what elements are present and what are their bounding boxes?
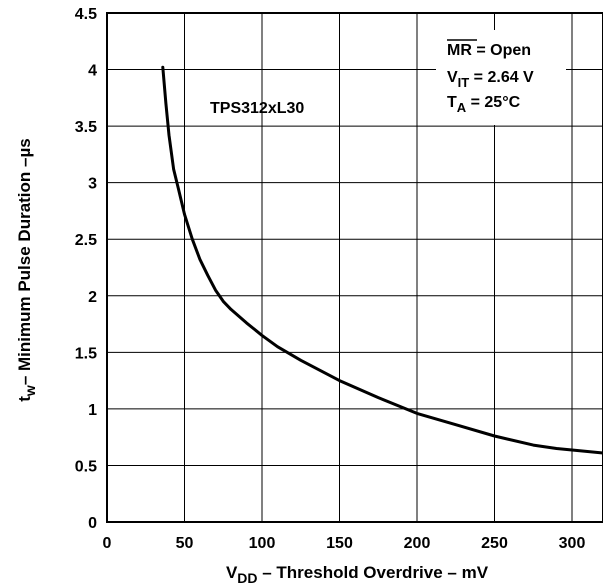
condition-mr: MR = Open <box>447 42 531 59</box>
condition-vit-sub: IT <box>458 75 470 90</box>
condition-ta-prefix: T <box>447 94 457 111</box>
condition-ta: TA = 25°C <box>447 94 521 115</box>
y-tick-label: 3 <box>88 176 97 193</box>
series-line <box>161 65 603 455</box>
tick-labels: 0 50 100 150 200 250 300 0 0.5 1 1.5 2 2.5 3 3.5 4 4.5 <box>75 6 586 552</box>
y-tick-label: 1.5 <box>75 345 97 362</box>
x-tick-label: 100 <box>249 535 276 552</box>
plot-frame <box>106 12 603 523</box>
x-tick-label: 250 <box>481 535 508 552</box>
condition-mr-name: MR <box>447 42 472 59</box>
x-tick-label: 300 <box>559 535 586 552</box>
y-tick-label: 2.5 <box>75 232 97 249</box>
condition-vit-value: = 2.64 V <box>469 69 534 86</box>
y-tick-label: 3.5 <box>75 119 97 136</box>
series-layer <box>161 65 603 455</box>
x-axis-label: VDD – Threshold Overdrive – mV <box>226 563 489 584</box>
y-axis-label-rest: – Minimum Pulse Duration –µs <box>15 138 34 385</box>
condition-ta-sub: A <box>457 100 467 115</box>
x-axis-label-prefix: V <box>226 563 238 582</box>
y-tick-label: 0 <box>88 515 97 532</box>
y-tick-label: 1 <box>88 402 97 419</box>
x-tick-label: 150 <box>326 535 353 552</box>
y-tick-label: 0.5 <box>75 458 97 475</box>
y-axis-label: tw– Minimum Pulse Duration –µs <box>15 138 38 401</box>
condition-mr-value: = Open <box>472 42 531 59</box>
x-axis-label-rest: – Threshold Overdrive – mV <box>258 563 489 582</box>
x-tick-label: 50 <box>176 535 194 552</box>
y-tick-label: 4 <box>88 63 97 80</box>
conditions-box <box>436 30 566 125</box>
x-tick-label: 200 <box>404 535 431 552</box>
condition-vit: VIT = 2.64 V <box>447 69 534 90</box>
y-tick-label: 4.5 <box>75 6 97 23</box>
y-axis-label-sub: w <box>22 385 38 397</box>
condition-vit-prefix: V <box>447 69 458 86</box>
y-axis-label-prefix: t <box>15 396 34 402</box>
x-axis-label-sub: DD <box>237 570 257 584</box>
condition-ta-value: = 25°C <box>466 94 520 111</box>
y-tick-label: 2 <box>88 289 97 306</box>
series-label: TPS312xL30 <box>210 100 304 117</box>
x-tick-label: 0 <box>103 535 112 552</box>
